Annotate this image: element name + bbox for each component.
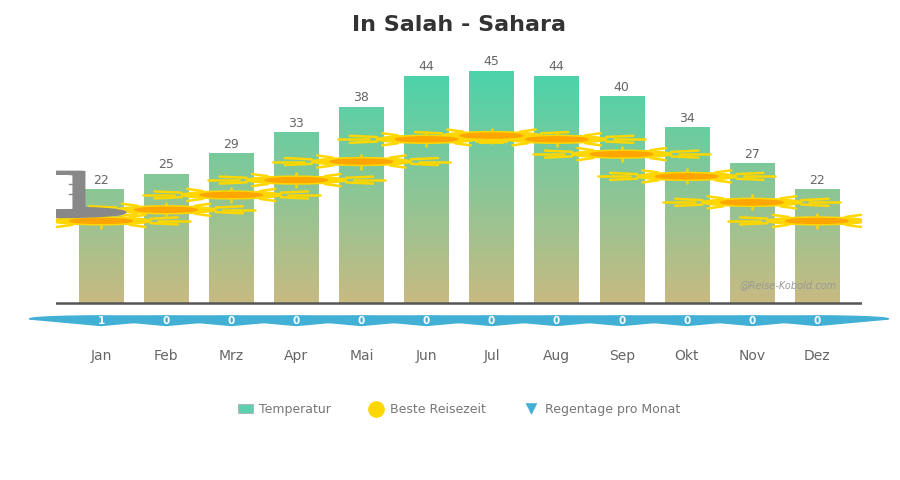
Circle shape [266,178,328,182]
Circle shape [702,198,802,206]
Circle shape [526,137,588,142]
Text: 0: 0 [683,316,690,326]
Circle shape [181,191,281,199]
Legend: Temperatur, Beste Reisezeit, Regentage pro Monat: Temperatur, Beste Reisezeit, Regentage p… [233,398,685,421]
Polygon shape [159,316,302,325]
Text: 40: 40 [614,81,630,94]
Circle shape [637,172,737,180]
Circle shape [655,174,718,179]
Polygon shape [94,316,238,325]
Circle shape [786,218,848,223]
Circle shape [767,217,867,225]
Text: 22: 22 [809,174,824,187]
Circle shape [0,207,126,217]
Polygon shape [290,316,433,325]
Circle shape [247,176,346,184]
Circle shape [376,135,476,143]
Text: 0: 0 [618,316,626,326]
Polygon shape [616,316,759,325]
Text: 0: 0 [553,316,560,326]
Text: @Reise-Kobold.com: @Reise-Kobold.com [739,280,836,289]
Circle shape [507,135,607,143]
Polygon shape [225,316,368,325]
Polygon shape [680,316,824,325]
Text: 45: 45 [483,55,500,68]
Polygon shape [30,316,173,325]
Text: 44: 44 [418,60,435,73]
Text: 0: 0 [814,316,821,326]
Polygon shape [745,316,888,325]
Text: 0: 0 [358,316,365,326]
Circle shape [442,132,542,140]
FancyBboxPatch shape [49,175,72,209]
Text: 0: 0 [423,316,430,326]
Text: 29: 29 [223,138,239,151]
Circle shape [395,137,458,142]
Title: In Salah - Sahara: In Salah - Sahara [352,15,566,35]
Circle shape [116,206,216,214]
Polygon shape [550,316,693,325]
Polygon shape [420,316,563,325]
Circle shape [590,152,652,156]
Text: 1: 1 [97,316,104,326]
Text: 0: 0 [163,316,170,326]
Polygon shape [485,316,628,325]
Text: 0: 0 [292,316,300,326]
Text: 27: 27 [744,148,760,161]
Circle shape [311,157,411,166]
Text: 22: 22 [94,174,109,187]
Circle shape [572,150,671,158]
FancyBboxPatch shape [36,170,86,210]
Text: 34: 34 [679,112,695,125]
Text: 38: 38 [354,91,369,104]
Circle shape [135,207,197,212]
Circle shape [70,218,132,223]
Polygon shape [355,316,498,325]
Circle shape [460,133,523,138]
Circle shape [200,192,263,197]
Text: 33: 33 [288,117,304,130]
Text: 0: 0 [488,316,495,326]
Text: 44: 44 [549,60,564,73]
Text: 25: 25 [158,158,174,171]
Text: 0: 0 [228,316,235,326]
Circle shape [51,217,151,225]
Circle shape [721,200,783,205]
Circle shape [330,159,392,164]
Text: 0: 0 [748,316,755,326]
